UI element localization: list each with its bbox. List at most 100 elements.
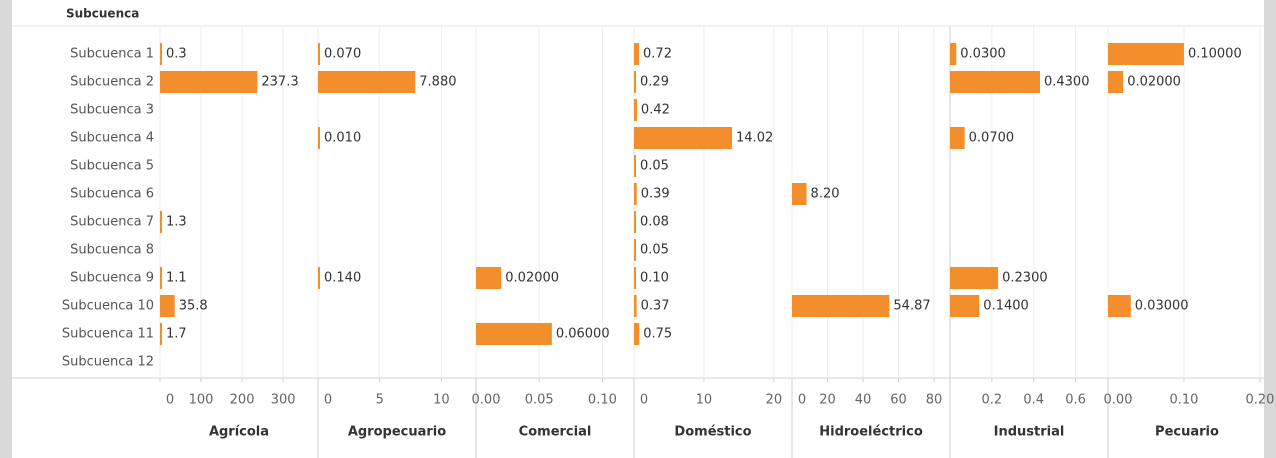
bar — [950, 71, 1040, 93]
row-label: Subcuenca 7 — [70, 215, 154, 230]
row-label: Subcuenca 10 — [62, 299, 154, 314]
bar — [160, 43, 162, 65]
value-label: 35.8 — [179, 299, 208, 314]
value-label: 1.3 — [166, 215, 187, 230]
row-label: Subcuenca 4 — [70, 131, 154, 146]
bar — [634, 99, 637, 121]
value-label: 0.10000 — [1188, 47, 1242, 62]
bar — [160, 295, 175, 317]
value-label: 0.29 — [640, 75, 669, 90]
panel-title: Agropecuario — [348, 425, 446, 440]
x-tick-label: 0.10 — [1169, 393, 1198, 408]
bar — [792, 295, 890, 317]
card — [12, 0, 1264, 458]
x-tick-label: 5 — [376, 393, 384, 408]
value-label: 0.75 — [643, 327, 672, 342]
value-label: 0.05 — [640, 159, 669, 174]
value-label: 0.4300 — [1044, 75, 1090, 90]
bar — [634, 295, 637, 317]
value-label: 54.87 — [893, 299, 930, 314]
value-label: 0.02000 — [1127, 75, 1181, 90]
bar — [634, 211, 636, 233]
value-label: 0.02000 — [505, 271, 559, 286]
x-tick-label: 0 — [324, 393, 332, 408]
value-label: 0.39 — [641, 187, 670, 202]
bar — [634, 155, 636, 177]
x-tick-label: 40 — [855, 393, 872, 408]
bar — [1108, 43, 1184, 65]
bar — [634, 127, 733, 149]
x-tick-label: 0.4 — [1023, 393, 1044, 408]
x-tick-label: 20 — [819, 393, 836, 408]
bar — [792, 183, 807, 205]
value-label: 237.3 — [261, 75, 298, 90]
row-label: Subcuenca 3 — [70, 103, 154, 118]
bar — [950, 267, 999, 289]
bar — [634, 323, 640, 345]
row-label: Subcuenca 6 — [70, 187, 154, 202]
panel-title: Agrícola — [209, 425, 269, 440]
bar — [318, 71, 416, 93]
bar — [476, 267, 502, 289]
value-label: 0.03000 — [1135, 299, 1189, 314]
x-tick-label: 20 — [766, 393, 783, 408]
row-label: Subcuenca 12 — [62, 355, 154, 370]
value-label: 0.37 — [641, 299, 670, 314]
row-header: Subcuenca — [66, 7, 139, 21]
value-label: 0.070 — [324, 47, 361, 62]
bar — [634, 71, 637, 93]
x-tick-label: 0.2 — [982, 393, 1003, 408]
value-label: 0.05 — [640, 243, 669, 258]
bar — [950, 127, 965, 149]
row-label: Subcuenca 5 — [70, 159, 154, 174]
value-label: 0.3 — [166, 47, 187, 62]
value-label: 0.10 — [640, 271, 669, 286]
bar — [634, 43, 640, 65]
value-label: 0.42 — [641, 103, 670, 118]
x-tick-label: 300 — [271, 393, 296, 408]
panel-title: Pecuario — [1155, 425, 1219, 440]
bar — [476, 323, 552, 345]
x-tick-label: 0 — [166, 393, 174, 408]
row-label: Subcuenca 1 — [70, 47, 154, 62]
value-label: 0.06000 — [556, 327, 610, 342]
value-label: 0.2300 — [1002, 271, 1048, 286]
x-tick-label: 100 — [189, 393, 214, 408]
x-tick-label: 0.05 — [525, 393, 554, 408]
bar — [318, 43, 320, 65]
bar — [634, 239, 636, 261]
value-label: 0.0700 — [969, 131, 1015, 146]
bar — [160, 323, 162, 345]
x-tick-label: 200 — [230, 393, 255, 408]
value-label: 0.72 — [643, 47, 672, 62]
bar — [160, 267, 162, 289]
value-label: 0.0300 — [960, 47, 1006, 62]
x-tick-label: 0.20 — [1245, 393, 1274, 408]
x-tick-label: 0 — [798, 393, 806, 408]
row-label: Subcuenca 8 — [70, 243, 154, 258]
x-tick-label: 10 — [433, 393, 450, 408]
x-tick-label: 0.6 — [1065, 393, 1086, 408]
bar — [950, 43, 957, 65]
panel-title: Doméstico — [674, 425, 751, 440]
x-tick-label: 10 — [696, 393, 713, 408]
value-label: 8.20 — [811, 187, 840, 202]
x-tick-label: 0 — [640, 393, 648, 408]
bar — [318, 127, 320, 149]
value-label: 7.880 — [419, 75, 456, 90]
bar — [1108, 295, 1131, 317]
panel-title: Industrial — [994, 425, 1065, 440]
value-label: 0.010 — [324, 131, 361, 146]
x-tick-label: 60 — [890, 393, 907, 408]
x-tick-label: 0.00 — [472, 393, 501, 408]
bar — [634, 183, 637, 205]
value-label: 1.1 — [166, 271, 187, 286]
value-label: 1.7 — [166, 327, 187, 342]
bar — [160, 211, 162, 233]
bar — [318, 267, 320, 289]
bar — [634, 267, 636, 289]
bar — [950, 295, 980, 317]
panel-title: Hidroeléctrico — [819, 425, 923, 440]
